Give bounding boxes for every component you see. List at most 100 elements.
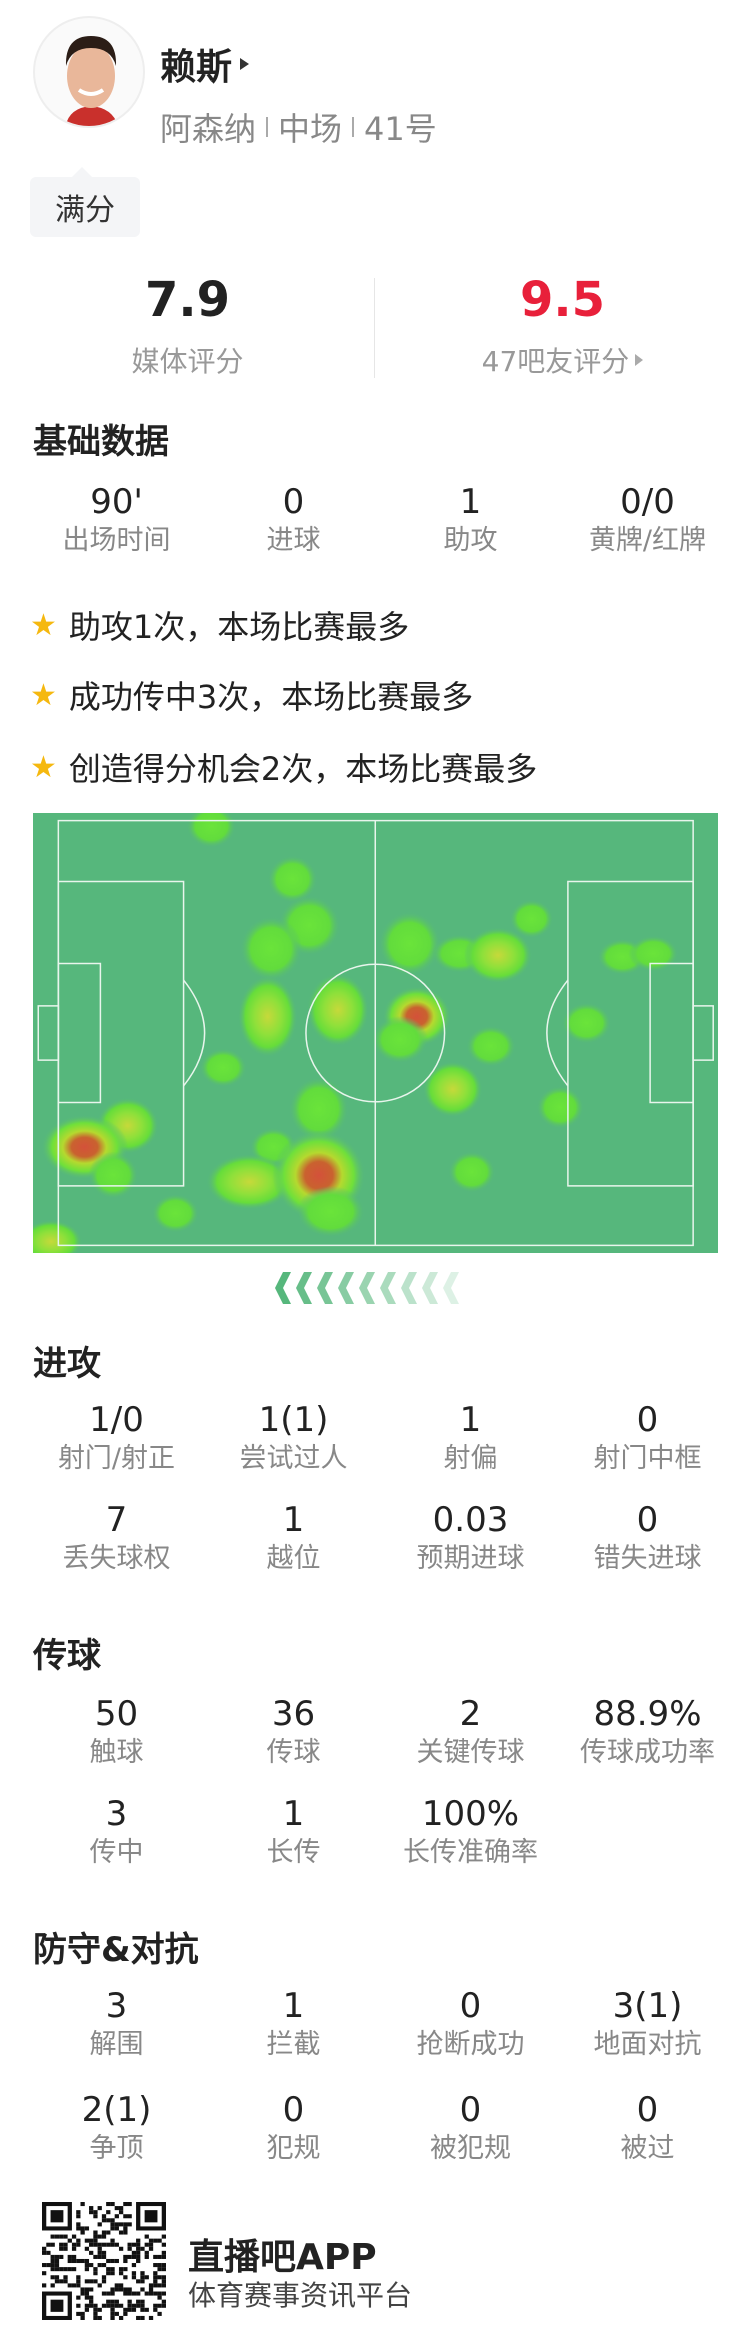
- heat-spot: [239, 916, 303, 981]
- stat-value: 2(1): [81, 2090, 152, 2130]
- heat-spot: [422, 1061, 483, 1118]
- highlight-item: ★ 创造得分机会2次，本场比赛最多: [30, 744, 537, 790]
- heat-spot: [378, 911, 441, 976]
- heat-spot: [306, 973, 370, 1047]
- stat-defense: 0 被过: [559, 2090, 736, 2166]
- stat-value: 0/0: [620, 482, 675, 522]
- stat-attack: 1(1) 尝试过人: [205, 1400, 382, 1476]
- star-icon: ★: [30, 607, 57, 643]
- heat-spot: [561, 1002, 612, 1044]
- passing-stats-grid: 50 触球 36 传球 2 关键传球 88.9% 传球成功率 3 传中 1 长传 100% 长传准确率: [28, 1694, 736, 1870]
- stat-label: 传中: [89, 1837, 144, 1868]
- heatmap-pitch: [20, 804, 718, 1263]
- stat-label: 关键传球: [416, 1737, 525, 1768]
- fan-rating[interactable]: 9.5 47吧友评分: [375, 272, 750, 380]
- attack-direction-arrows: [273, 1270, 478, 1306]
- heat-spot: [206, 1153, 294, 1210]
- stat-value: 88.9%: [593, 1694, 702, 1734]
- highlight-text: 成功传中3次，本场比赛最多: [68, 678, 474, 716]
- position: 中场: [278, 110, 343, 148]
- stat-label: 丢失球权: [62, 1543, 171, 1574]
- attack-stats-grid: 1/0 射门/射正 1(1) 尝试过人 1 射偏 0 射门中框 7 丢失球权 1 越位 0.03 预期进球…: [28, 1400, 736, 1576]
- stat-label: 犯规: [266, 2133, 321, 2164]
- stat-defense: 0 犯规: [205, 2090, 382, 2166]
- stat-value: 3: [105, 1986, 128, 2026]
- caret-right-icon: [635, 354, 644, 366]
- stat-label: 尝试过人: [239, 1443, 348, 1474]
- app-slogan: 体育赛事资讯平台: [188, 2279, 413, 2312]
- stat-basic: 0 进球: [205, 482, 382, 558]
- media-rating-value: 7.9: [144, 272, 231, 328]
- attack-title: 进攻: [33, 1344, 101, 1384]
- stat-attack: 0 射门中框: [559, 1400, 736, 1476]
- stat-passing: 50 触球: [28, 1694, 205, 1770]
- player-photo: [65, 36, 118, 126]
- heat-spot: [186, 804, 237, 848]
- highlight-text: 助攻1次，本场比赛最多: [68, 608, 410, 646]
- stat-label: 被过: [620, 2133, 675, 2164]
- stat-value: 50: [94, 1694, 139, 1734]
- stat-value: 0: [459, 2090, 482, 2130]
- stat-label: 黄牌/红牌: [588, 525, 707, 556]
- stat-value: 0: [636, 1500, 659, 1540]
- stat-passing: 100% 长传准确率: [382, 1794, 559, 1870]
- stat-value: 0: [636, 2090, 659, 2130]
- stat-attack: 1 越位: [205, 1500, 382, 1576]
- stat-basic: 0/0 黄牌/红牌: [559, 482, 736, 558]
- stat-defense: 3(1) 地面对抗: [559, 1986, 736, 2062]
- basic-stats-grid: 90' 出场时间 0 进球 1 助攻 0/0 黄牌/红牌: [28, 482, 736, 558]
- chevron-left-icon: [338, 1272, 354, 1304]
- star-icon: ★: [30, 677, 57, 713]
- fan-rating-label: 47吧友评分: [481, 345, 630, 378]
- heat-spot: [536, 1085, 584, 1129]
- fan-rating-value: 9.5: [519, 272, 606, 328]
- chevron-left-icon: [275, 1272, 291, 1304]
- stat-value: 1: [459, 482, 482, 522]
- star-icon: ★: [30, 749, 57, 785]
- chevron-left-icon: [317, 1272, 333, 1304]
- chevron-left-icon: [401, 1272, 417, 1304]
- stat-label: 解围: [89, 2029, 144, 2060]
- heat-spot: [88, 1151, 139, 1199]
- heat-spot: [372, 1015, 429, 1064]
- stat-value: 0: [282, 482, 305, 522]
- heat-spot: [628, 935, 679, 972]
- stat-label: 预期进球: [416, 1543, 525, 1574]
- stat-passing: 3 传中: [28, 1794, 205, 1870]
- stat-value: 0.03: [432, 1500, 509, 1540]
- player-name: 赖斯: [160, 47, 233, 88]
- rating-divider: [374, 278, 375, 378]
- chevron-left-icon: [443, 1272, 459, 1304]
- heat-spot: [448, 1151, 496, 1193]
- stat-attack: 0.03 预期进球: [382, 1500, 559, 1576]
- basic-stats-title: 基础数据: [33, 422, 169, 462]
- player-name-link[interactable]: 赖斯: [160, 38, 250, 90]
- stat-defense: 2(1) 争顶: [28, 2090, 205, 2166]
- divider: [266, 117, 269, 137]
- stat-label: 争顶: [89, 2133, 144, 2164]
- heat-spot: [237, 975, 298, 1058]
- stat-value: 1: [282, 1500, 305, 1540]
- team-name: 阿森纳: [160, 110, 257, 148]
- stat-passing: 88.9% 传球成功率: [559, 1694, 736, 1770]
- stat-value: 1(1): [258, 1400, 329, 1440]
- stat-value: 36: [271, 1694, 316, 1734]
- stat-label: 射门/射正: [57, 1443, 176, 1474]
- stat-defense: 3 解围: [28, 1986, 205, 2062]
- stat-defense: 0 被犯规: [382, 2090, 559, 2166]
- stat-passing: 1 长传: [205, 1794, 382, 1870]
- stat-label: 助攻: [443, 525, 498, 556]
- stat-value: 3(1): [612, 1986, 683, 2026]
- heat-spot: [151, 1193, 200, 1233]
- passing-title: 传球: [33, 1636, 101, 1676]
- qr-code: [42, 2202, 166, 2320]
- media-rating: 7.9 媒体评分: [0, 272, 375, 380]
- heat-spot: [466, 1025, 516, 1067]
- stat-basic: 90' 出场时间: [28, 482, 205, 558]
- stat-basic: 1 助攻: [382, 482, 559, 558]
- app-name: 直播吧APP: [188, 2237, 377, 2278]
- stat-value: 2: [459, 1694, 482, 1734]
- stat-value: 0: [636, 1400, 659, 1440]
- heat-spot: [267, 855, 318, 903]
- player-avatar[interactable]: [33, 16, 145, 128]
